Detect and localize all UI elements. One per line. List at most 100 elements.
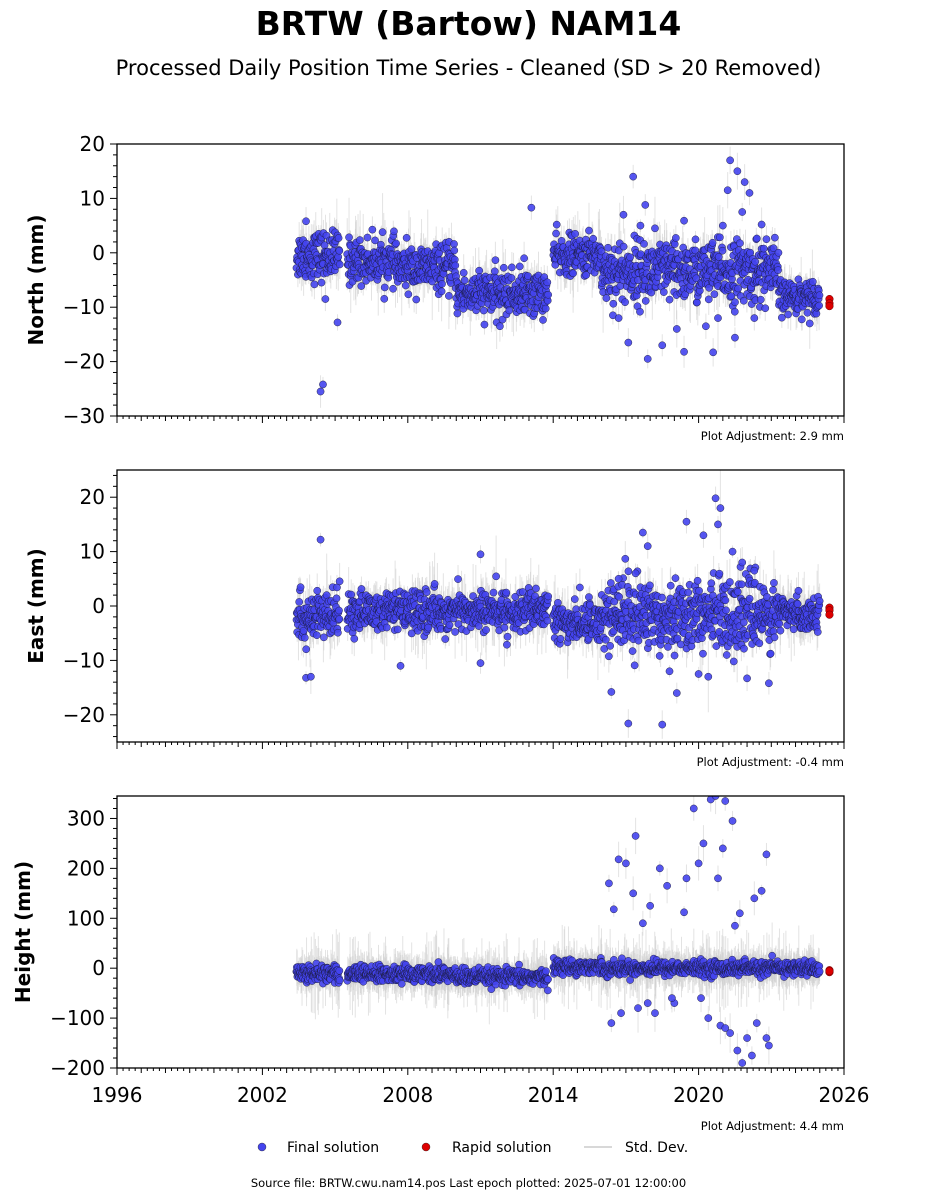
final-solution-point	[300, 633, 309, 642]
final-solution-point	[714, 253, 723, 261]
final-solution-point	[629, 172, 637, 181]
final-solution-point	[571, 229, 579, 238]
final-solution-point	[404, 290, 413, 299]
final-solution-point	[651, 224, 659, 233]
final-solution-point	[762, 235, 771, 244]
final-solution-point	[672, 325, 681, 333]
final-solution-point	[380, 295, 389, 303]
final-solution-point	[710, 290, 719, 299]
final-solution-point	[507, 274, 516, 282]
final-solution-point	[636, 307, 644, 316]
y-tick-label: −30	[63, 404, 105, 428]
final-solution-point	[356, 236, 364, 244]
final-solution-point	[524, 272, 532, 280]
final-solution-point	[317, 278, 326, 287]
final-solution-point	[505, 306, 514, 315]
final-solution-point	[371, 236, 379, 245]
y-tick-label: 10	[80, 186, 105, 210]
final-solution-point	[451, 261, 460, 270]
final-solution-point	[609, 299, 618, 308]
final-solution-point	[450, 246, 459, 255]
y-tick-label: −10	[63, 295, 105, 319]
final-solution-point	[753, 234, 761, 243]
final-solution-point	[380, 283, 389, 292]
final-solution-point	[541, 304, 550, 313]
final-solution-point	[368, 225, 377, 234]
final-solution-point	[333, 318, 342, 327]
final-solution-point	[643, 355, 652, 363]
final-solution-point	[734, 284, 742, 293]
final-solution-point	[719, 221, 727, 230]
final-solution-point	[527, 203, 536, 212]
chart-subtitle: Processed Daily Position Time Series - C…	[115, 56, 822, 80]
final-solution-point	[378, 228, 387, 236]
final-solution-point	[302, 645, 311, 654]
y-tick-label: 20	[80, 132, 105, 156]
final-solution-point	[335, 246, 344, 255]
panel-0: −30 −20 −10 0 10 20 North (mm) Plot Adjustment:…	[24, 132, 845, 443]
final-solution-point	[319, 633, 328, 642]
final-solution-point	[730, 307, 739, 316]
final-solution-point	[693, 298, 701, 307]
final-solution-point	[733, 167, 742, 176]
final-solution-point	[350, 634, 359, 643]
final-solution-point	[731, 298, 739, 307]
final-solution-point	[803, 308, 812, 317]
final-solution-point	[778, 313, 786, 322]
final-solution-point	[672, 234, 680, 242]
final-solution-point	[809, 277, 817, 286]
final-solution-point	[619, 242, 628, 251]
final-solution-point	[714, 314, 722, 322]
final-solution-point	[797, 315, 806, 324]
final-solution-point	[389, 284, 397, 293]
final-solution-point	[626, 253, 634, 262]
final-solution-point	[498, 315, 507, 324]
final-solution-point	[453, 309, 462, 318]
final-solution-point	[727, 292, 736, 300]
final-solution-point	[316, 387, 325, 396]
final-solution-point	[313, 586, 322, 595]
final-solution-point	[515, 262, 524, 271]
final-solution-point	[438, 280, 446, 288]
plot-area	[292, 146, 834, 408]
final-solution-point	[659, 288, 668, 296]
final-solution-point	[302, 217, 310, 226]
final-solution-point	[450, 240, 458, 248]
final-solution-point	[726, 156, 734, 165]
final-solution-point	[363, 233, 372, 242]
final-solution-point	[702, 322, 710, 331]
final-solution-point	[312, 631, 321, 639]
final-solution-point	[716, 233, 724, 242]
final-solution-point	[751, 257, 760, 266]
final-solution-point	[402, 234, 411, 242]
final-solution-point	[335, 606, 343, 615]
final-solution-point	[815, 291, 824, 300]
final-solution-point	[709, 348, 717, 357]
final-solution-point	[544, 290, 552, 299]
final-solution-point	[738, 208, 747, 216]
y-axis-label: North (mm)	[24, 214, 48, 345]
final-solution-point	[543, 278, 552, 287]
final-solution-point	[757, 220, 766, 229]
final-solution-point	[335, 260, 344, 269]
final-solution-point	[475, 266, 484, 275]
final-solution-point	[496, 322, 504, 331]
final-solution-point	[680, 216, 688, 225]
final-solution-point	[319, 380, 327, 389]
final-solution-point	[479, 306, 488, 315]
final-solution-point	[774, 266, 782, 274]
final-solution-point	[520, 254, 528, 263]
chart-title: BRTW (Bartow) NAM14	[255, 4, 682, 43]
final-solution-point	[745, 189, 754, 197]
final-solution-point	[491, 256, 500, 265]
final-solution-point	[296, 583, 305, 592]
final-solution-point	[552, 220, 561, 229]
final-solution-point	[736, 239, 744, 248]
final-solution-point	[310, 280, 319, 289]
final-solution-point	[619, 210, 628, 219]
final-solution-points	[292, 156, 824, 396]
final-solution-point	[569, 269, 577, 278]
final-solution-point	[335, 577, 344, 586]
